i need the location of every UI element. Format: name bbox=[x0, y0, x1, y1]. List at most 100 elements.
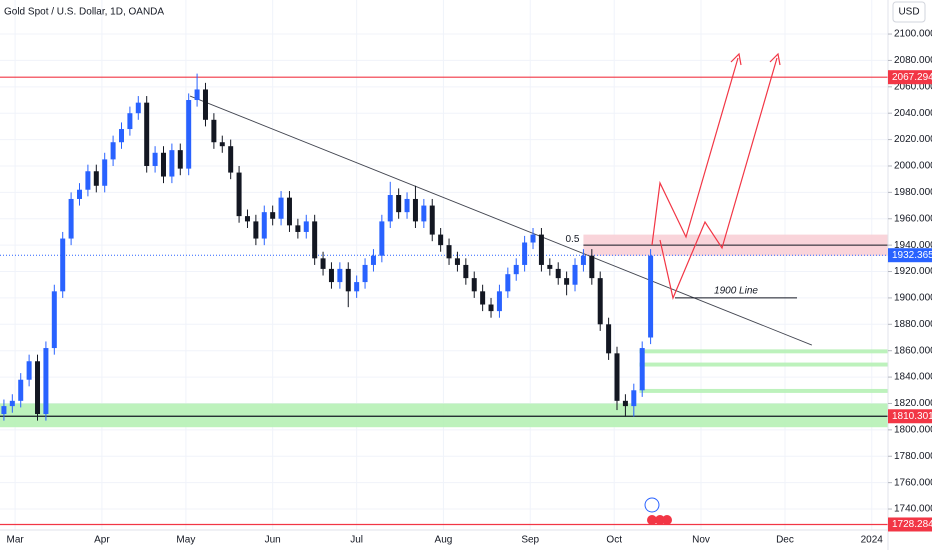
candle-body bbox=[177, 150, 183, 169]
last-price-label: 1932.365 bbox=[892, 250, 932, 261]
candle-body bbox=[202, 89, 208, 120]
candle-body bbox=[580, 255, 586, 265]
candle-body bbox=[463, 264, 469, 279]
candle-body bbox=[93, 171, 99, 186]
candle-body bbox=[18, 379, 24, 401]
candle-body bbox=[219, 142, 225, 147]
candle-body bbox=[505, 274, 511, 292]
y-tick-label: 1740.000 bbox=[894, 504, 932, 515]
candle-body bbox=[438, 234, 444, 246]
candle-body bbox=[597, 278, 603, 325]
y-tick-label: 1860.000 bbox=[894, 345, 932, 356]
event-flag[interactable] bbox=[655, 515, 665, 525]
y-tick-label: 1780.000 bbox=[894, 451, 932, 462]
zone bbox=[639, 349, 888, 354]
x-tick-label: Aug bbox=[435, 535, 453, 546]
level-label: 1728.284 bbox=[892, 519, 932, 530]
x-tick-label: Sep bbox=[521, 535, 539, 546]
candle-body bbox=[312, 221, 318, 259]
arrow-path bbox=[659, 57, 778, 300]
y-tick-label: 2100.000 bbox=[894, 29, 932, 40]
zone bbox=[639, 362, 888, 367]
candle-body bbox=[127, 113, 133, 130]
currency: USD bbox=[898, 7, 919, 18]
candle-body bbox=[26, 361, 32, 380]
candle-body bbox=[9, 400, 15, 407]
event-flag[interactable] bbox=[647, 515, 657, 525]
x-tick-label: Dec bbox=[776, 535, 794, 546]
candle-body bbox=[606, 324, 612, 354]
candle-body bbox=[589, 255, 595, 279]
candle-body bbox=[60, 238, 66, 292]
candle-body bbox=[102, 159, 108, 186]
candle-body bbox=[564, 278, 570, 285]
candle-body bbox=[370, 255, 376, 265]
candle-body bbox=[488, 304, 494, 312]
level-label-box bbox=[888, 409, 932, 424]
candle-body bbox=[362, 264, 368, 283]
last-price-box bbox=[888, 248, 932, 263]
candle-body bbox=[412, 198, 418, 222]
y-tick-label: 1760.000 bbox=[894, 477, 932, 488]
currency-box[interactable] bbox=[892, 1, 926, 23]
x-tick-label: 2024 bbox=[861, 535, 884, 546]
level-label-box bbox=[888, 70, 932, 85]
trendline bbox=[189, 95, 813, 346]
arrow-head bbox=[730, 52, 742, 66]
candle-body bbox=[480, 291, 486, 305]
candle-body bbox=[320, 258, 326, 269]
candle-body bbox=[43, 348, 49, 415]
candle-body bbox=[572, 264, 578, 285]
candle-body bbox=[622, 400, 628, 407]
event-icon[interactable] bbox=[644, 497, 660, 513]
candle-body bbox=[135, 102, 141, 114]
candle-body bbox=[51, 291, 57, 349]
candle-body bbox=[35, 361, 41, 415]
candle-body bbox=[270, 212, 276, 219]
zone bbox=[0, 403, 888, 428]
event-flag[interactable] bbox=[662, 515, 672, 525]
candle-body bbox=[421, 205, 427, 222]
level-label-box bbox=[888, 517, 932, 532]
candle-body bbox=[278, 197, 284, 219]
candle-body bbox=[303, 221, 309, 232]
x-tick-label: Jul bbox=[350, 535, 363, 546]
y-tick-label: 2060.000 bbox=[894, 81, 932, 92]
candle-body bbox=[454, 258, 460, 265]
candle-body bbox=[160, 152, 166, 177]
candle-body bbox=[345, 268, 351, 292]
candle-body bbox=[211, 119, 217, 143]
y-tick-label: 1920.000 bbox=[894, 266, 932, 277]
candle-body bbox=[77, 189, 83, 199]
x-tick-label: Mar bbox=[7, 535, 25, 546]
candle-body bbox=[396, 195, 402, 213]
candle-body bbox=[538, 234, 544, 265]
x-tick-label: Nov bbox=[692, 535, 710, 546]
y-tick-label: 2020.000 bbox=[894, 134, 932, 145]
candle-body bbox=[1, 406, 7, 415]
candle-body bbox=[513, 264, 519, 275]
y-tick-label: 1900.000 bbox=[894, 293, 932, 304]
candle-body bbox=[261, 212, 267, 239]
candle-body bbox=[295, 225, 301, 232]
y-tick-label: 1840.000 bbox=[894, 372, 932, 383]
line-label: 1900 Line bbox=[714, 286, 758, 297]
x-tick-label: Jun bbox=[265, 535, 281, 546]
candle-body bbox=[286, 197, 292, 226]
y-tick-label: 1940.000 bbox=[894, 240, 932, 251]
y-tick-label: 1880.000 bbox=[894, 319, 932, 330]
x-tick-label: Apr bbox=[94, 535, 110, 546]
y-tick-label: 1960.000 bbox=[894, 213, 932, 224]
candle-body bbox=[404, 198, 410, 213]
candle-body bbox=[110, 142, 116, 160]
candle-body bbox=[244, 216, 250, 222]
candle-body bbox=[253, 221, 259, 239]
candle-body bbox=[496, 291, 502, 312]
arrow-path bbox=[651, 57, 739, 246]
candle-body bbox=[631, 390, 637, 407]
x-tick-label: Oct bbox=[606, 535, 622, 546]
candle-body bbox=[68, 198, 74, 239]
y-tick-label: 2080.000 bbox=[894, 55, 932, 66]
candle-body bbox=[328, 268, 334, 283]
